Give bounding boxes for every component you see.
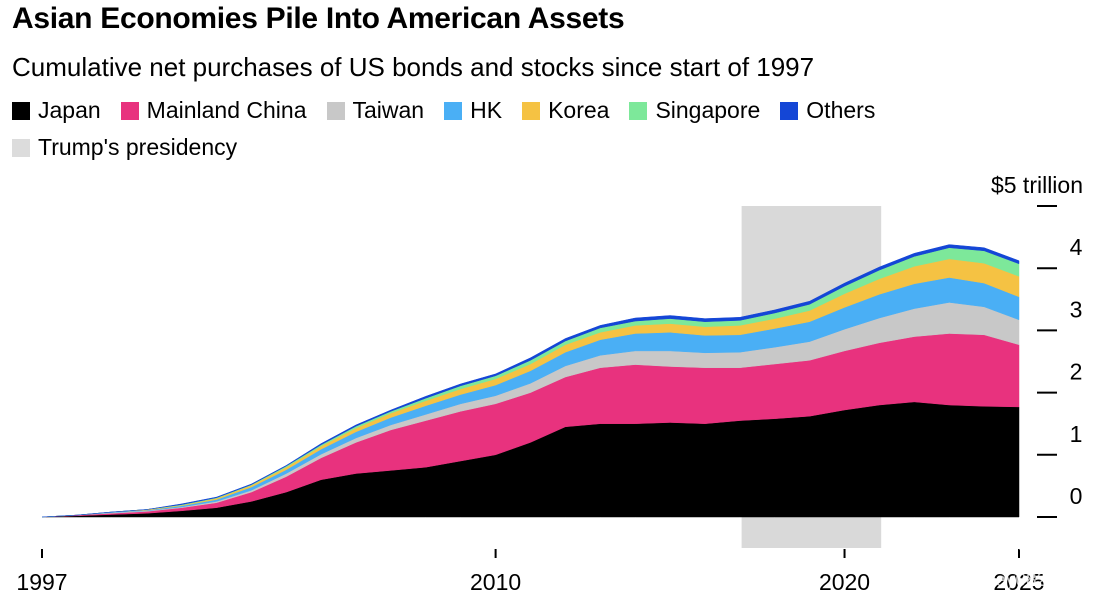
x-tick-label: 1997 bbox=[16, 569, 67, 595]
watermark: ☯ Tiger Community @Mickey082024 bbox=[925, 526, 1100, 596]
legend-label: Korea bbox=[548, 97, 610, 123]
y-tick-label: 3 bbox=[1070, 296, 1083, 322]
y-tick-label: 4 bbox=[1070, 234, 1083, 260]
legend-label: Taiwan bbox=[352, 97, 425, 123]
legend-label: Japan bbox=[38, 97, 101, 123]
legend-label: Trump's presidency bbox=[38, 134, 238, 160]
legend-item-trump-presidency: Trump's presidency bbox=[12, 134, 237, 161]
legend-label: Singapore bbox=[655, 97, 761, 123]
legend-swatch bbox=[522, 101, 541, 120]
watermark-user: @Mickey082024 bbox=[937, 570, 1079, 591]
legend-swatch bbox=[629, 101, 648, 120]
y-tick-label: 2 bbox=[1070, 359, 1083, 385]
chart-subtitle: Cumulative net purchases of US bonds and… bbox=[12, 52, 815, 82]
area-series-layer bbox=[41, 244, 1020, 518]
legend-swatch bbox=[780, 101, 799, 120]
legend-swatch bbox=[444, 101, 463, 120]
legend-item-hk: HK bbox=[444, 97, 502, 124]
y-tick-label: 0 bbox=[1070, 483, 1083, 509]
chart-title: Asian Economies Pile Into American Asset… bbox=[12, 2, 625, 35]
legend-label: Others bbox=[806, 97, 876, 123]
legend-item-singapore: Singapore bbox=[629, 97, 760, 124]
x-tick-label: 2025 bbox=[993, 569, 1044, 595]
legend: Japan Mainland China Taiwan HK Korea Sin… bbox=[12, 97, 1012, 161]
tiger-logo-icon: ☯ bbox=[927, 526, 965, 564]
x-tick-label: 2010 bbox=[470, 569, 521, 595]
legend-swatch bbox=[120, 101, 139, 120]
legend-swatch bbox=[12, 101, 30, 120]
y-tick-label: $5 trillion bbox=[991, 172, 1083, 198]
x-tick-label: 2020 bbox=[819, 569, 870, 595]
legend-item-japan: Japan bbox=[12, 97, 101, 124]
legend-swatch bbox=[12, 138, 30, 157]
legend-item-korea: Korea bbox=[522, 97, 609, 124]
watermark-brand: Tiger Community bbox=[973, 538, 1080, 554]
legend-label: Mainland China bbox=[146, 97, 307, 123]
legend-item-mainland-china: Mainland China bbox=[120, 97, 307, 124]
axis-layer: 0 1 2 3 4 $5 trillion 1997 2010 2020 2025 bbox=[16, 172, 1083, 595]
legend-label: HK bbox=[470, 97, 503, 123]
legend-swatch bbox=[326, 101, 345, 120]
legend-item-others: Others bbox=[780, 97, 875, 124]
y-tick-label: 1 bbox=[1070, 421, 1083, 447]
legend-item-taiwan: Taiwan bbox=[326, 97, 425, 124]
area-others bbox=[41, 244, 1020, 518]
